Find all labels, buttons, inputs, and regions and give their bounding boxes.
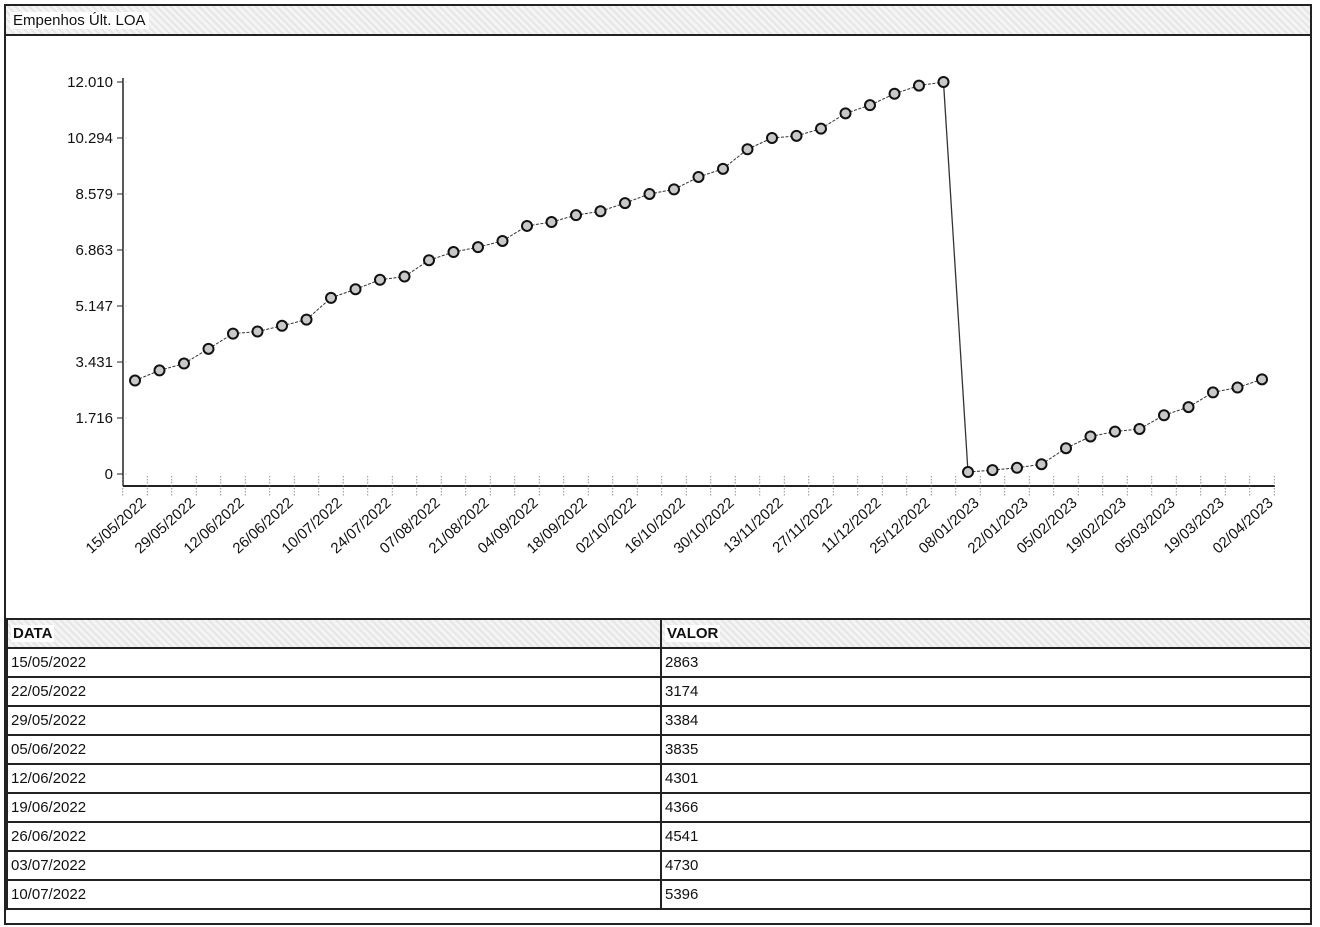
cell-date: 05/06/2022 — [6, 734, 662, 765]
data-point — [1084, 430, 1097, 443]
cell-value: 4366 — [660, 792, 1312, 823]
data-point — [472, 241, 484, 254]
table-row: 12/06/2022 4301 — [6, 763, 1312, 794]
chart-title-bar: Empenhos Últ. LOA — [6, 6, 1310, 36]
data-point — [398, 270, 411, 283]
data-point — [129, 374, 141, 387]
cell-date: 10/07/2022 — [6, 879, 662, 910]
table-row: 03/07/2022 4730 — [6, 850, 1312, 881]
cell-value: 2863 — [660, 647, 1312, 678]
table-row: 05/06/2022 3835 — [6, 734, 1312, 765]
data-point — [864, 99, 876, 112]
cell-date: 12/06/2022 — [6, 763, 662, 794]
data-point — [594, 205, 607, 218]
data-point — [300, 313, 313, 326]
data-point — [766, 132, 778, 145]
y-tick-label: 12.010 — [67, 74, 113, 91]
data-point — [447, 246, 460, 259]
cell-value: 3174 — [660, 676, 1312, 707]
y-tick-label: 1.716 — [75, 410, 113, 427]
data-point — [202, 342, 215, 355]
line-chart-svg: 01.7163.4315.1476.8638.57910.29412.01015… — [67, 74, 1277, 557]
data-point — [251, 325, 264, 338]
cell-value: 4541 — [660, 821, 1312, 852]
cell-date: 15/05/2022 — [6, 647, 662, 678]
data-point — [325, 291, 337, 304]
data-table: DATA VALOR 15/05/2022 2863 22/05/2022 3174 2… — [6, 618, 1312, 910]
data-point — [1256, 373, 1268, 386]
data-point — [986, 464, 999, 477]
data-point — [496, 234, 509, 247]
data-point — [790, 129, 803, 142]
data-point — [815, 122, 827, 135]
table-row: 22/05/2022 3174 — [6, 676, 1312, 707]
chart-title: Empenhos Últ. LOA — [10, 12, 149, 29]
data-point — [1231, 381, 1244, 394]
data-point — [1158, 409, 1170, 422]
data-point — [1035, 458, 1048, 471]
data-point — [1011, 461, 1023, 474]
cell-date: 03/07/2022 — [6, 850, 662, 881]
cell-date: 22/05/2022 — [6, 676, 662, 707]
y-tick-label: 0 — [105, 466, 113, 483]
data-point — [937, 76, 950, 88]
data-point — [1182, 401, 1195, 414]
column-header-date: DATA — [6, 618, 662, 649]
table-row: 19/06/2022 4366 — [6, 792, 1312, 823]
data-point — [1133, 422, 1146, 435]
data-point — [521, 219, 533, 232]
table-row: 10/07/2022 5396 — [6, 879, 1312, 910]
y-tick-label: 10.294 — [67, 130, 113, 147]
cell-value: 3384 — [660, 705, 1312, 736]
data-point — [741, 143, 754, 156]
data-point — [1060, 442, 1072, 455]
data-point — [374, 273, 386, 286]
data-point — [227, 327, 239, 340]
cell-date: 26/06/2022 — [6, 821, 662, 852]
table-row: 29/05/2022 3384 — [6, 705, 1312, 736]
data-point — [570, 209, 582, 222]
y-tick-label: 8.579 — [75, 186, 113, 203]
data-point — [839, 107, 852, 120]
data-point — [178, 357, 190, 370]
cell-date: 19/06/2022 — [6, 792, 662, 823]
data-point — [717, 162, 729, 175]
table-header-row: DATA VALOR — [6, 618, 1312, 649]
data-point — [545, 216, 558, 229]
report-frame: Empenhos Últ. LOA 0 1.716 3.431 5.147 6.863 8… — [4, 4, 1312, 925]
cell-value: 5396 — [660, 879, 1312, 910]
data-point — [153, 364, 166, 377]
table-row: 15/05/2022 2863 — [6, 647, 1312, 678]
y-tick-label: 3.431 — [75, 354, 113, 371]
data-point — [913, 79, 925, 92]
series-line-segment — [942, 81, 969, 473]
cell-date: 29/05/2022 — [6, 705, 662, 736]
data-point — [668, 183, 680, 196]
data-point — [619, 197, 631, 210]
line-chart: 0 1.716 3.431 5.147 6.863 8.579 10.294 12.010 15… — [6, 36, 1310, 616]
table-body: 15/05/2022 2863 22/05/2022 3174 29/05/2022 33… — [6, 647, 1312, 910]
column-header-value: VALOR — [660, 618, 1312, 649]
data-point — [349, 283, 362, 296]
data-point — [1207, 386, 1219, 399]
data-point — [692, 170, 705, 183]
y-tick-label: 5.147 — [75, 298, 113, 315]
cell-value: 3835 — [660, 734, 1312, 765]
data-point — [423, 254, 435, 267]
data-point — [1109, 425, 1121, 438]
data-point — [276, 319, 288, 332]
data-point — [888, 87, 901, 100]
cell-value: 4301 — [660, 763, 1312, 794]
table-row: 26/06/2022 4541 — [6, 821, 1312, 852]
y-tick-label: 6.863 — [75, 242, 113, 259]
data-point — [962, 466, 974, 479]
cell-value: 4730 — [660, 850, 1312, 881]
data-point — [643, 187, 656, 200]
